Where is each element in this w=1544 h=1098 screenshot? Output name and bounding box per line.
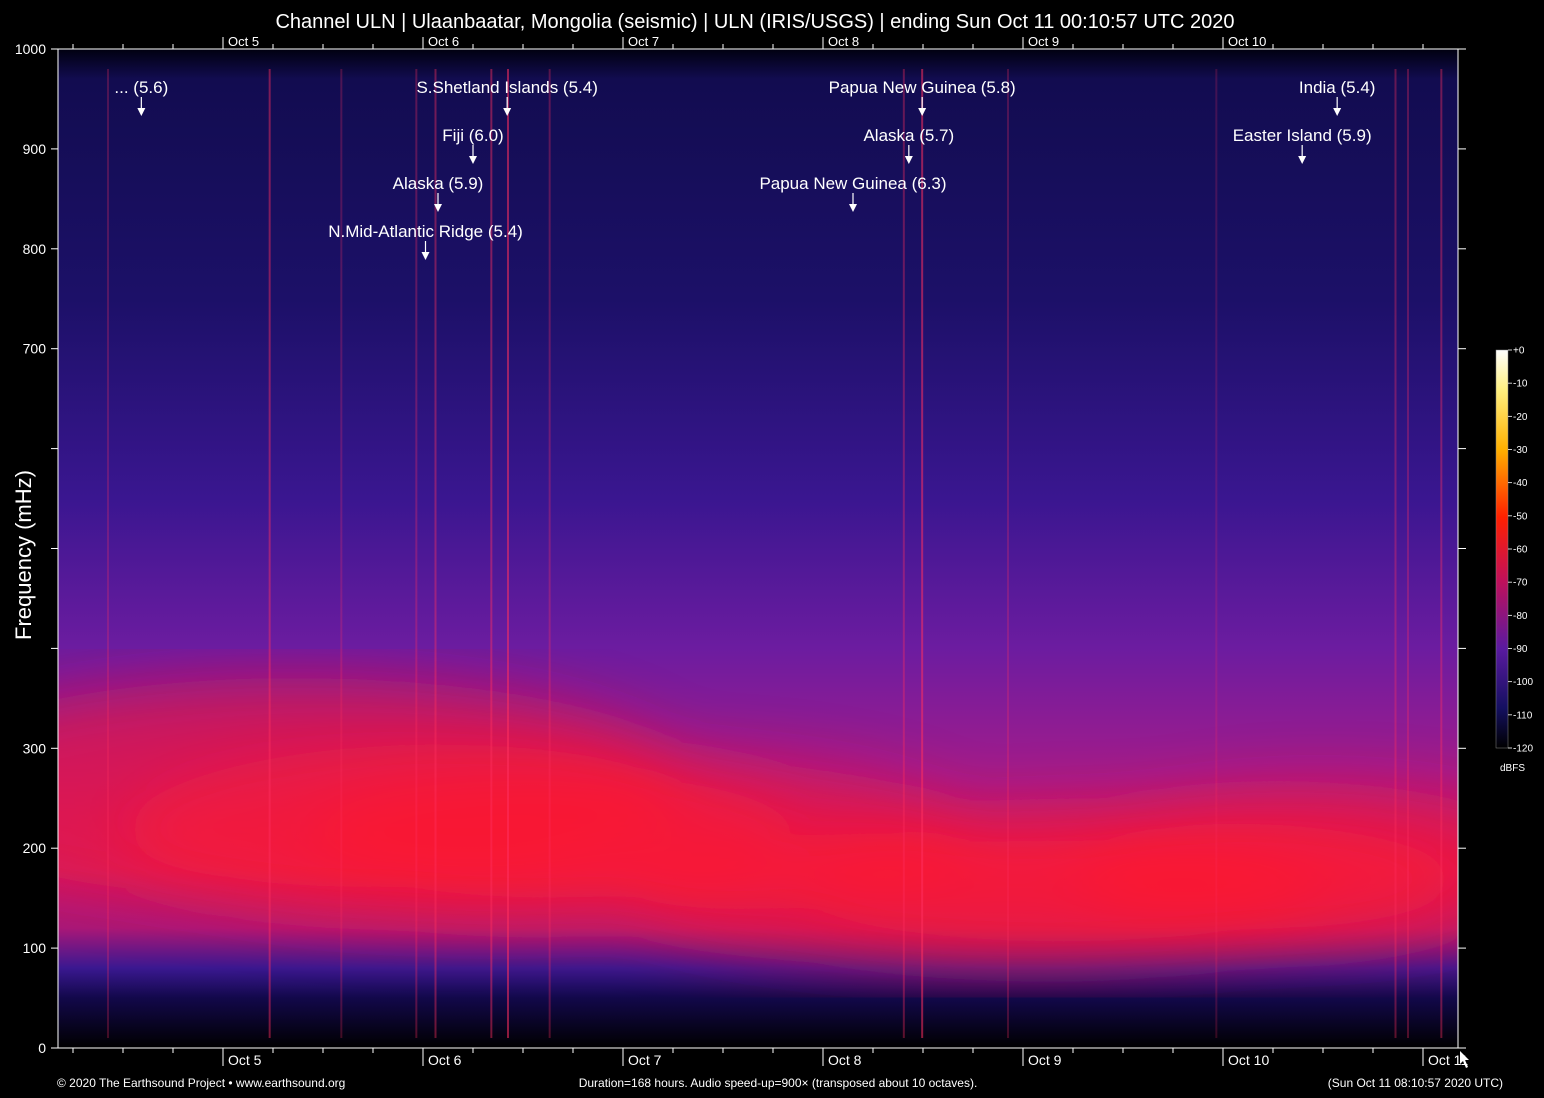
footer-timestamp: (Sun Oct 11 08:10:57 2020 UTC) <box>1328 1076 1503 1090</box>
arrow-down-icon <box>918 108 927 116</box>
y-tick-label: 300 <box>23 740 47 756</box>
colorbar-tick-label: -90 <box>1513 644 1528 655</box>
event-label: N.Mid-Atlantic Ridge (5.4) <box>328 222 523 241</box>
event-annotation: Easter Island (5.9) <box>1233 126 1372 164</box>
x-day-label-bottom: Oct 8 <box>828 1052 862 1068</box>
event-label: Alaska (5.7) <box>863 126 954 145</box>
x-day-label-top: Oct 7 <box>628 34 659 49</box>
y-tick-label: 100 <box>23 940 47 956</box>
event-annotation: Alaska (5.9) <box>393 174 484 212</box>
y-tick-label: 200 <box>23 840 47 856</box>
x-day-label-top: Oct 6 <box>428 34 459 49</box>
x-day-label-bottom: Oct 6 <box>428 1052 462 1068</box>
colorbar-tick-label: -20 <box>1513 412 1528 423</box>
x-day-label-top: Oct 10 <box>1228 34 1266 49</box>
arrow-down-icon <box>421 252 430 260</box>
chart-title: Channel ULN | Ulaanbaatar, Mongolia (sei… <box>275 11 1234 33</box>
colorbar-tick-label: -80 <box>1513 611 1528 622</box>
y-tick-label: 700 <box>23 341 47 357</box>
colorbar-unit: dBFS <box>1500 763 1525 774</box>
event-annotation: India (5.4) <box>1299 78 1376 116</box>
event-annotation: Papua New Guinea (5.8) <box>829 78 1016 116</box>
event-annotation: Papua New Guinea (6.3) <box>759 174 947 212</box>
event-label: S.Shetland Islands (5.4) <box>416 78 597 97</box>
arrow-down-icon <box>469 156 477 164</box>
event-annotation: ... (5.6) <box>114 78 168 116</box>
x-day-label-bottom: Oct 11 <box>1428 1052 1468 1068</box>
colorbar-tick-label: -30 <box>1513 445 1528 456</box>
event-annotation: S.Shetland Islands (5.4) <box>416 78 598 116</box>
event-annotation: Alaska (5.7) <box>863 126 954 164</box>
y-axis-label: Frequency (mHz) <box>11 470 36 640</box>
event-label: Easter Island (5.9) <box>1233 126 1372 145</box>
x-day-label-bottom: Oct 10 <box>1228 1052 1269 1068</box>
colorbar: +0 -10 -20 -30 -40 -50 -60 -70 -80 -90 -100 -110 -12… <box>1495 346 1533 774</box>
colorbar-tick-label: -70 <box>1513 578 1528 589</box>
y-tick-label: 900 <box>23 141 47 157</box>
arrow-down-icon <box>1298 156 1307 164</box>
colorbar-tick-label: -110 <box>1513 710 1533 721</box>
arrow-down-icon <box>434 204 442 212</box>
colorbar-tick-label: +0 <box>1513 346 1525 357</box>
arrow-down-icon <box>904 156 913 164</box>
spectrogram-image <box>58 49 1458 1048</box>
colorbar-tick-label: -40 <box>1513 478 1528 489</box>
event-label: Alaska (5.9) <box>393 174 484 193</box>
event-annotation: Fiji (6.0) <box>442 126 504 164</box>
x-axis: Oct 5 Oct 5 Oct 6 Oct 6 Oct 7 Oct 7 Oct 8 Oct 8… <box>72 34 1468 1068</box>
colorbar-tick-label: -10 <box>1513 379 1528 390</box>
x-day-label-bottom: Oct 9 <box>1028 1052 1062 1068</box>
footer-duration: Duration=168 hours. Audio speed-up=900× … <box>579 1076 978 1090</box>
colorbar-tick-label: -120 <box>1513 744 1533 755</box>
event-annotations: ... (5.6) S.Shetland Islands (5.4) Papua N… <box>114 78 1375 260</box>
footer-copyright: © 2020 The Earthsound Project • www.eart… <box>57 1076 345 1090</box>
x-day-label-bottom: Oct 5 <box>228 1052 262 1068</box>
event-label: Fiji (6.0) <box>442 126 503 145</box>
colorbar-tick-label: -50 <box>1513 511 1528 522</box>
arrow-down-icon <box>1333 108 1342 116</box>
x-day-label-top: Oct 8 <box>828 34 859 49</box>
colorbar-tick-label: -60 <box>1513 545 1528 556</box>
y-axis: 0 100 200 300 700 800 900 1000 <box>15 41 1466 1056</box>
event-label: Papua New Guinea (6.3) <box>759 174 946 193</box>
x-day-label-bottom: Oct 7 <box>628 1052 662 1068</box>
event-label: Papua New Guinea (5.8) <box>829 78 1016 97</box>
x-day-label-top: Oct 9 <box>1028 34 1059 49</box>
y-tick-label: 1000 <box>15 41 46 57</box>
arrow-down-icon <box>503 108 512 116</box>
x-day-label-top: Oct 5 <box>228 34 259 49</box>
event-label: ... (5.6) <box>114 78 168 97</box>
colorbar-tick-label: -100 <box>1513 677 1533 688</box>
cursor-arrow-icon <box>1460 1051 1469 1068</box>
event-annotation: N.Mid-Atlantic Ridge (5.4) <box>328 222 523 260</box>
y-tick-label: 800 <box>23 241 47 257</box>
y-tick-label: 0 <box>38 1040 46 1056</box>
arrow-down-icon <box>137 108 146 116</box>
arrow-down-icon <box>849 204 857 212</box>
event-label: India (5.4) <box>1299 78 1376 97</box>
